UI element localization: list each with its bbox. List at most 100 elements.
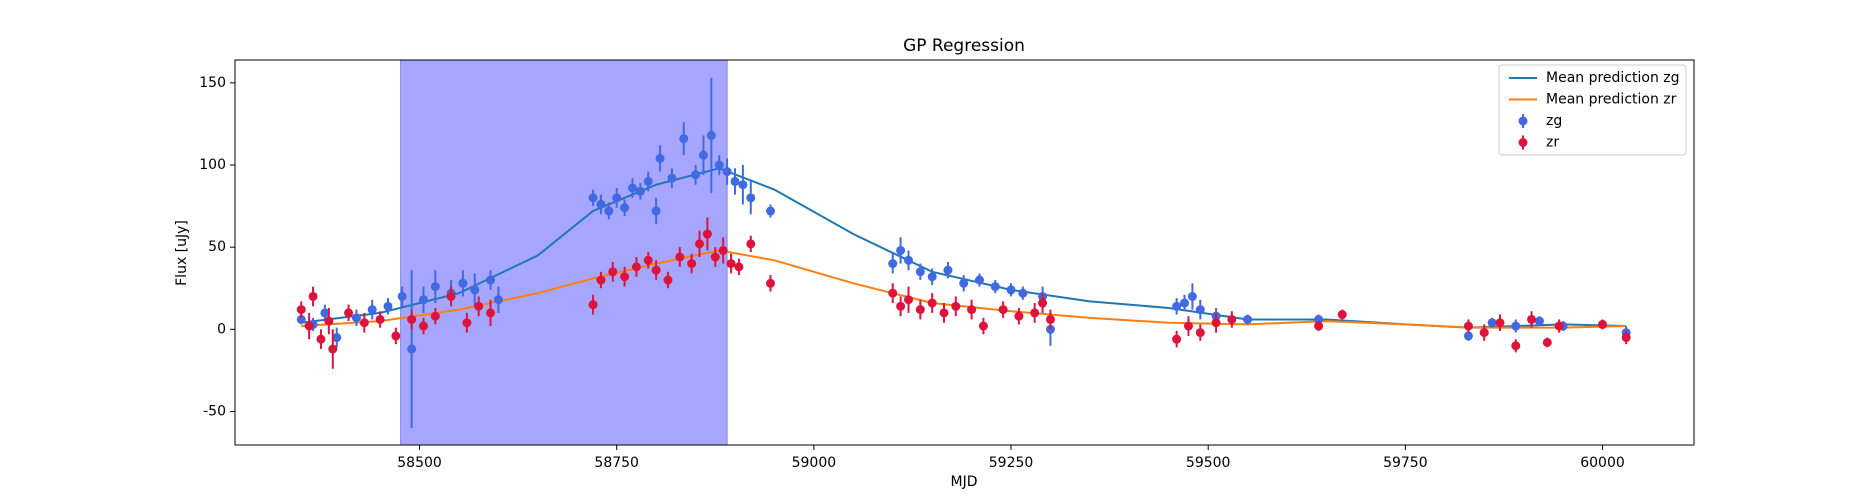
- data-point: [604, 206, 614, 216]
- data-point: [1463, 331, 1473, 341]
- data-point: [596, 199, 606, 209]
- data-point: [430, 282, 440, 292]
- data-point: [430, 311, 440, 321]
- data-point: [998, 305, 1008, 315]
- data-point: [308, 291, 318, 301]
- data-point: [1180, 298, 1190, 308]
- data-point: [765, 206, 775, 216]
- data-point: [904, 255, 914, 265]
- legend-box: [1498, 64, 1687, 156]
- shaded-span: [400, 59, 728, 446]
- data-point: [1243, 314, 1253, 324]
- data-point: [351, 313, 361, 323]
- data-point: [407, 314, 417, 324]
- data-point: [1195, 305, 1205, 315]
- x-tick-label: 59500: [1186, 455, 1231, 471]
- x-tick-label: 58750: [594, 455, 639, 471]
- data-point: [1511, 341, 1521, 351]
- data-point: [1511, 321, 1521, 331]
- data-point: [651, 206, 661, 216]
- data-point: [959, 278, 969, 288]
- data-point: [1495, 318, 1505, 328]
- data-point: [328, 344, 338, 354]
- data-point: [620, 203, 630, 213]
- data-point: [915, 267, 925, 277]
- chart-title: GP Regression: [903, 36, 1025, 56]
- data-point: [418, 295, 428, 305]
- data-point: [391, 331, 401, 341]
- data-point: [710, 252, 720, 262]
- legend-label: Mean prediction zr: [1546, 92, 1677, 108]
- data-point: [1621, 333, 1631, 343]
- data-point: [296, 305, 306, 315]
- data-point: [888, 288, 898, 298]
- data-point: [1554, 321, 1564, 331]
- data-point: [631, 262, 641, 272]
- data-point: [675, 252, 685, 262]
- x-tick-label: 59000: [792, 455, 837, 471]
- y-axis-label: Flux [uJy]: [174, 220, 190, 286]
- data-point: [627, 183, 637, 193]
- data-point: [695, 239, 705, 249]
- y-tick-label: -50: [203, 403, 226, 419]
- legend-label: Mean prediction zg: [1546, 70, 1680, 86]
- data-point: [734, 262, 744, 272]
- y-tick-label: 150: [199, 75, 226, 91]
- data-point: [1314, 314, 1324, 324]
- x-tick-label: 59250: [989, 455, 1034, 471]
- data-point: [1006, 285, 1016, 295]
- data-point: [888, 259, 898, 269]
- data-point: [332, 333, 342, 343]
- data-point: [1542, 337, 1552, 347]
- data-point: [635, 186, 645, 196]
- data-point: [990, 282, 1000, 292]
- data-point: [304, 321, 314, 331]
- data-point: [1172, 301, 1182, 311]
- data-point: [915, 305, 925, 315]
- data-point: [691, 170, 701, 180]
- data-point: [375, 314, 385, 324]
- plot-area: [296, 77, 1631, 428]
- data-point: [651, 265, 661, 275]
- data-point: [1045, 314, 1055, 324]
- data-point: [896, 301, 906, 311]
- plot-frame: [234, 59, 1695, 446]
- data-point: [765, 278, 775, 288]
- data-point: [367, 305, 377, 315]
- data-point: [738, 180, 748, 190]
- data-point: [397, 291, 407, 301]
- data-point: [296, 314, 306, 324]
- data-point: [588, 193, 598, 203]
- data-point: [316, 334, 326, 344]
- data-point: [612, 193, 622, 203]
- data-point: [667, 173, 677, 183]
- data-point: [1030, 308, 1040, 318]
- x-tick-label: 59750: [1383, 455, 1428, 471]
- data-point: [643, 255, 653, 265]
- x-tick-label: 60000: [1580, 455, 1625, 471]
- data-point: [746, 239, 756, 249]
- data-point: [1195, 328, 1205, 338]
- data-point: [726, 259, 736, 269]
- x-tick-label: 58500: [397, 455, 442, 471]
- data-point: [320, 308, 330, 318]
- data-point: [746, 193, 756, 203]
- data-point: [458, 278, 468, 288]
- data-point: [1534, 316, 1544, 326]
- data-point: [324, 316, 334, 326]
- data-point: [967, 305, 977, 315]
- legend-swatch: [1518, 138, 1528, 147]
- data-point: [722, 167, 732, 177]
- data-point: [904, 295, 914, 305]
- data-point: [344, 308, 354, 318]
- data-point: [588, 300, 598, 310]
- data-point: [418, 321, 428, 331]
- data-point: [1227, 314, 1237, 324]
- data-point: [446, 291, 456, 301]
- data-point: [896, 245, 906, 255]
- data-point: [927, 272, 937, 282]
- legend-swatch: [1518, 116, 1528, 126]
- data-point: [1014, 311, 1024, 321]
- data-point: [706, 130, 716, 140]
- data-point: [1187, 291, 1197, 301]
